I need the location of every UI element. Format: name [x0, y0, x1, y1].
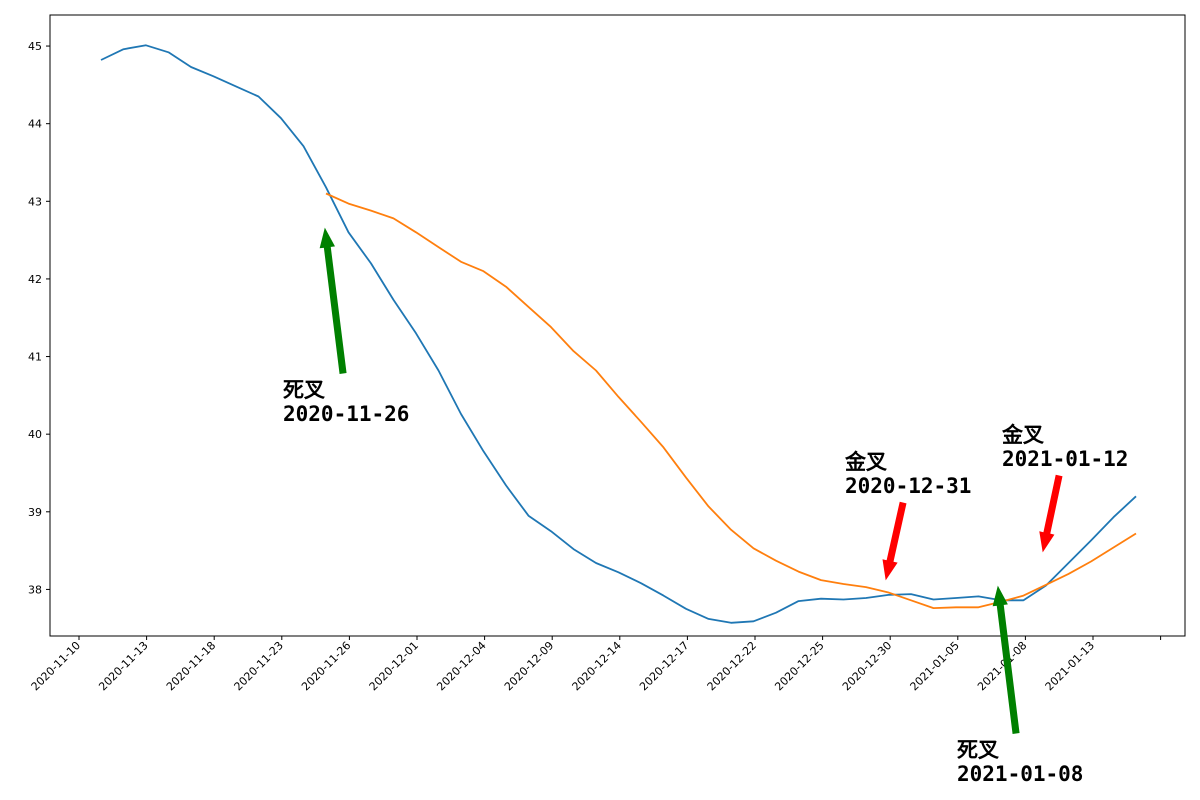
x-tick-label: 2021-01-13 — [1043, 639, 1097, 693]
death-cross-arrow — [319, 227, 347, 374]
annotation-label: 金叉 — [1001, 423, 1045, 447]
x-tick-label: 2020-11-18 — [164, 639, 218, 693]
y-axis: 38 39 40 41 42 43 44 45 — [28, 40, 50, 596]
x-tick-label: 2020-11-26 — [299, 639, 353, 693]
x-tick-label: 2020-12-17 — [637, 639, 691, 693]
x-tick-label: 2021-01-05 — [908, 639, 962, 693]
annotation-label: 死叉 — [957, 738, 1000, 762]
x-tick-label: 2020-12-01 — [367, 639, 421, 693]
y-tick-label: 41 — [28, 351, 42, 364]
x-tick-label: 2020-11-13 — [96, 639, 150, 693]
annotation-date: 2020-11-26 — [283, 402, 409, 426]
y-tick-label: 43 — [28, 195, 42, 208]
x-tick-label: 2020-11-23 — [232, 639, 286, 693]
x-tick-label: 2020-11-10 — [29, 639, 83, 693]
x-axis: 2020-11-10 2020-11-13 2020-11-18 2020-11-23… — [29, 636, 1162, 693]
golden-cross-arrow — [882, 501, 907, 581]
annotation-layer: 死叉2020-11-26金叉2020-12-31死叉2021-01-08金叉20… — [283, 227, 1128, 786]
x-tick-label: 2020-12-30 — [840, 639, 894, 693]
x-tick-label: 2020-12-14 — [570, 639, 624, 693]
y-tick-label: 40 — [28, 428, 42, 441]
annotation-date: 2021-01-12 — [1002, 447, 1128, 471]
x-tick-label: 2020-12-09 — [502, 639, 556, 693]
plot-area — [49, 14, 1186, 637]
annotation-date: 2021-01-08 — [957, 762, 1083, 786]
y-tick-label: 45 — [28, 40, 42, 53]
annotation-date: 2020-12-31 — [845, 474, 971, 498]
short-ma-line — [100, 44, 1137, 624]
x-tick-label: 2020-12-22 — [705, 639, 759, 693]
x-tick-label: 2020-12-04 — [434, 639, 488, 693]
y-tick-label: 38 — [28, 583, 42, 596]
y-tick-label: 44 — [28, 118, 42, 131]
x-tick-label: 2020-12-25 — [772, 639, 826, 693]
golden-cross-arrow — [1039, 474, 1063, 553]
annotation-label: 死叉 — [283, 378, 326, 402]
death-cross-arrow — [992, 585, 1020, 734]
y-tick-label: 42 — [28, 273, 42, 286]
annotation-label: 金叉 — [844, 450, 888, 474]
y-tick-label: 39 — [28, 506, 42, 519]
